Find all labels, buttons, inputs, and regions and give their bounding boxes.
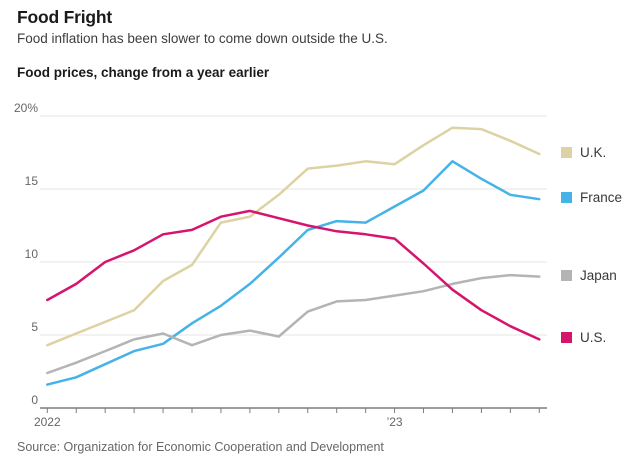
- chart-kicker: Food prices, change from a year earlier: [17, 65, 270, 80]
- y-axis-label-0: 0: [31, 393, 38, 407]
- legend-item-uk: U.K.: [561, 145, 606, 160]
- japan-legend-swatch: [561, 269, 572, 281]
- chart-title: Food Fright: [17, 7, 112, 27]
- legend-item-france: France: [561, 190, 622, 205]
- series-line-us: [46, 209, 541, 341]
- france-legend-swatch: [561, 192, 572, 204]
- legend-item-japan: Japan: [561, 268, 617, 283]
- chart-subtitle: Food inflation has been slower to come d…: [17, 31, 388, 46]
- x-axis-label-2022: 2022: [33, 415, 61, 429]
- source-note: Source: Organization for Economic Cooper…: [17, 440, 384, 454]
- us-legend-label: U.S.: [580, 330, 607, 346]
- uk-legend-swatch: [561, 146, 572, 158]
- us-legend-swatch: [561, 332, 572, 344]
- japan-legend-label: Japan: [580, 267, 617, 283]
- y-axis-label-15: 15: [24, 174, 38, 188]
- series-line-france: [46, 160, 541, 386]
- series-line-uk: [46, 126, 541, 347]
- uk-legend-label: U.K.: [580, 144, 607, 160]
- y-axis-label-20: 20%: [13, 101, 38, 115]
- x-axis-label-23: ’23: [386, 415, 403, 429]
- y-axis-label-10: 10: [24, 247, 38, 261]
- y-axis-label-5: 5: [31, 320, 38, 334]
- legend-item-us: U.S.: [561, 330, 606, 345]
- series-line-japan: [46, 273, 541, 375]
- france-legend-label: France: [580, 190, 623, 206]
